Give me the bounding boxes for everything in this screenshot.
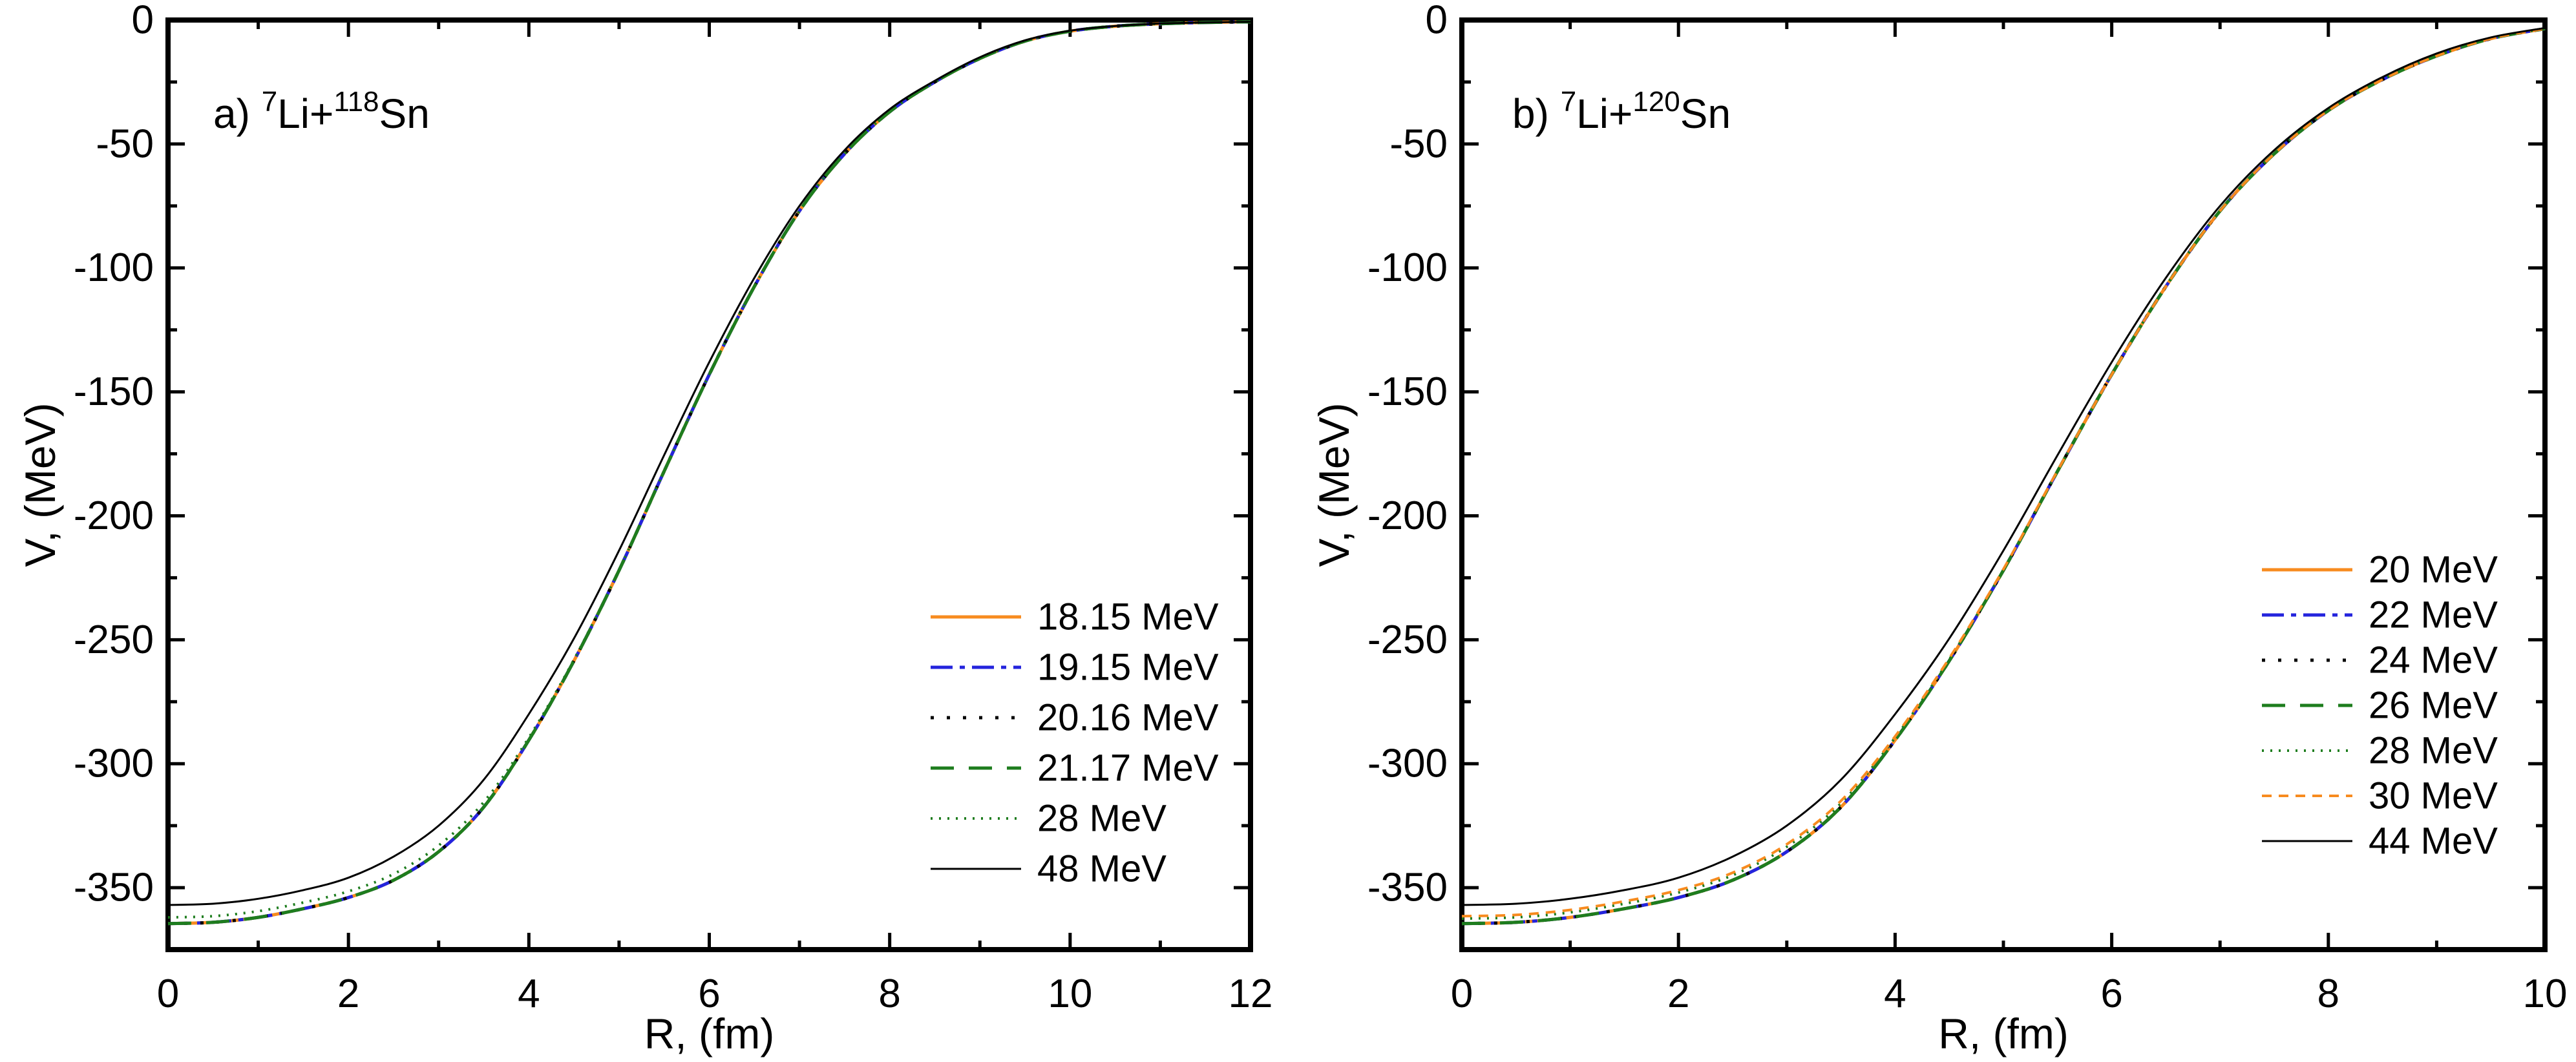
y-tick-label: -350 (1367, 866, 1448, 910)
x-axis-title: R, (fm) (1938, 1010, 2069, 1057)
legend-entry: 21.17 MeV (931, 747, 1219, 789)
y-axis-title: V, (MeV) (1310, 402, 1358, 567)
legend-label: 20 MeV (2369, 549, 2498, 591)
legend-entry: 18.15 MeV (931, 596, 1219, 638)
curve-44-MeV (1461, 26, 2546, 906)
x-tick-label: 2 (337, 972, 359, 1016)
x-tick-label: 10 (1048, 972, 1092, 1016)
legend-entry: 48 MeV (931, 848, 1167, 890)
legend-label: 19.15 MeV (1037, 647, 1219, 689)
legend-entry: 26 MeV (2262, 685, 2498, 727)
legend-entry: 28 MeV (931, 798, 1167, 840)
legend-label: 24 MeV (2369, 640, 2498, 682)
x-tick-label: 2 (1667, 972, 1689, 1016)
y-tick-label: -250 (74, 618, 154, 662)
y-tick-label: -150 (74, 370, 154, 414)
legend-label: 48 MeV (1037, 848, 1167, 890)
legend-label: 20.16 MeV (1037, 697, 1219, 739)
y-tick-label: 0 (132, 0, 154, 43)
legend-label: 22 MeV (2369, 594, 2498, 636)
y-tick-label: -200 (1367, 494, 1448, 538)
legend-label: 28 MeV (2369, 730, 2498, 772)
panel-b: 0 2 4 6 8 10 0 -50 -100 -150 -200 -250 -300 -350 R, (f… (1310, 0, 2567, 1057)
legend-label: 26 MeV (2369, 685, 2498, 727)
panel-a: 0 2 4 6 8 10 12 0 -50 -100 -150 -200 -250 -300 -350 R, … (16, 0, 1272, 1057)
curve-26-MeV (1461, 26, 2546, 926)
legend-entry: 20.16 MeV (931, 697, 1219, 739)
x-tick-label: 10 (2523, 972, 2568, 1016)
y-tick-label: -50 (1389, 121, 1448, 166)
legend-entry: 30 MeV (2262, 775, 2498, 817)
legend-label: 44 MeV (2369, 820, 2498, 862)
legend: 18.15 MeV 19.15 MeV 20.16 MeV 21.17 MeV 28 M… (931, 596, 1219, 890)
x-tick-label: 12 (1229, 972, 1273, 1016)
y-tick-label: -100 (74, 245, 154, 290)
y-tick-label: -350 (74, 866, 154, 910)
legend-entry: 44 MeV (2262, 820, 2498, 862)
y-tick-label: -250 (1367, 618, 1448, 662)
y-tick-label: -150 (1367, 370, 1448, 414)
y-tick-label: 0 (1426, 0, 1448, 43)
legend-entry: 24 MeV (2262, 640, 2498, 682)
legend-label: 28 MeV (1037, 798, 1167, 840)
legend-entry: 20 MeV (2262, 549, 2498, 591)
x-axis-title: R, (fm) (644, 1010, 775, 1057)
legend-label: 18.15 MeV (1037, 596, 1219, 638)
legend-entry: 28 MeV (2262, 730, 2498, 772)
y-tick-label: -200 (74, 494, 154, 538)
curve-30-MeV (1461, 27, 2546, 918)
x-tick-label: 6 (2100, 972, 2122, 1016)
x-tick-label: 0 (157, 972, 179, 1016)
panel-title: a) 7​Li+118​Sn (213, 86, 430, 137)
x-tick-label: 8 (878, 972, 900, 1016)
legend-entry: 22 MeV (2262, 594, 2498, 636)
x-tick-label: 8 (2317, 972, 2339, 1016)
curve-48-MeV (167, 21, 1251, 906)
x-tick-label: 4 (518, 972, 540, 1016)
x-tick-label: 0 (1451, 972, 1473, 1016)
panel-title: b) 7​Li+120​Sn (1512, 86, 1731, 137)
x-tick-label: 6 (698, 972, 720, 1016)
x-tick-label: 4 (1884, 972, 1906, 1016)
y-tick-label: -100 (1367, 245, 1448, 290)
legend-label: 21.17 MeV (1037, 747, 1219, 789)
y-axis-title: V, (MeV) (16, 402, 64, 567)
legend-label: 30 MeV (2369, 775, 2498, 817)
legend-entry: 19.15 MeV (931, 647, 1219, 689)
y-tick-label: -50 (96, 121, 154, 166)
y-tick-label: -300 (74, 742, 154, 786)
y-tick-label: -300 (1367, 742, 1448, 786)
